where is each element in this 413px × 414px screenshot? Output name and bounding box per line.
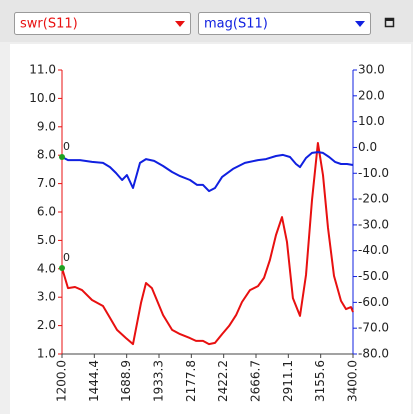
- y-tick-label: 3.0: [37, 290, 56, 304]
- x-tick-label: 3155.6: [313, 360, 327, 402]
- y2-tick-label: 0.0: [358, 140, 377, 154]
- dropdown-arrow: [355, 21, 365, 27]
- y-tick-label: 8.0: [37, 148, 56, 162]
- y-tick-label: 1.0: [37, 347, 56, 361]
- mag-select[interactable]: [198, 12, 371, 35]
- marker: [59, 154, 65, 161]
- y-tick-label: 9.0: [37, 119, 56, 133]
- y-tick-label: 7.0: [37, 176, 56, 190]
- maximize-button[interactable]: [384, 17, 395, 28]
- y2-tick-label: -70.0: [358, 321, 389, 335]
- x-tick-label: 2911.1: [281, 360, 295, 402]
- y-tick-label: 6.0: [37, 205, 56, 219]
- y2-tick-label: -30.0: [358, 217, 389, 231]
- swr-select-text: swr(S11): [20, 17, 78, 32]
- y2-tick-label: 30.0: [358, 63, 385, 77]
- x-tick-label: 2666.7: [249, 360, 263, 402]
- x-tick-label: 1444.4: [87, 360, 101, 402]
- y-tick-label: 11.0: [29, 63, 56, 77]
- x-tick-label: 1200.0: [55, 360, 69, 402]
- y2-tick-label: 20.0: [358, 88, 385, 102]
- y2-tick-label: -20.0: [358, 192, 389, 206]
- y2-tick-label: -40.0: [358, 243, 389, 257]
- y-tick-label: 5.0: [37, 233, 56, 247]
- y2-tick-label: -50.0: [358, 269, 389, 283]
- x-tick-label: 3400.0: [346, 360, 360, 402]
- mag-select-text: mag(S11): [204, 17, 268, 32]
- plot-background: [10, 44, 411, 414]
- y-tick-label: 2.0: [37, 318, 56, 332]
- y2-tick-label: -60.0: [358, 295, 389, 309]
- y2-tick-label: 10.0: [358, 114, 385, 128]
- x-tick-label: 2177.8: [184, 360, 198, 402]
- y2-tick-label: -80.0: [358, 347, 389, 361]
- y-tick-label: 4.0: [37, 261, 56, 275]
- marker: [59, 264, 65, 271]
- y-tick-label: 10.0: [29, 91, 56, 105]
- y2-tick-label: -10.0: [358, 166, 389, 180]
- marker-label: 0: [63, 140, 70, 153]
- series-line: [61, 151, 354, 193]
- x-tick-label: 1933.3: [151, 360, 165, 402]
- x-tick-label: 1688.9: [119, 360, 133, 402]
- swr-select[interactable]: [14, 12, 191, 35]
- dropdown-arrow: [175, 21, 185, 27]
- x-tick-label: 2422.2: [216, 360, 230, 402]
- marker-label: 0: [63, 251, 70, 264]
